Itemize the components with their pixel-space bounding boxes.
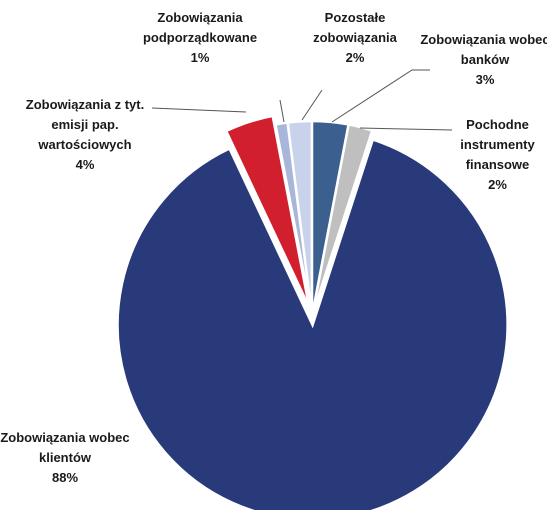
category-name: Pozostałe zobowiązania [313,10,397,45]
leader-line [279,99,285,123]
leader-line [331,69,430,123]
category-name: Zobowiązania podporządkowane [142,10,258,45]
value-label: 4% [75,157,95,172]
value-label: 2% [345,50,365,65]
pie-slice [224,114,311,308]
slice-label: Pochodne instrumenty finansowe 2% [440,115,547,195]
value-label: 88% [51,470,79,485]
pie-slice [310,119,351,317]
category-name: Zobowiązania z tyt. emisji pap. wartości… [25,97,145,152]
value-label: 2% [488,177,507,192]
leader-line [151,107,247,113]
category-name: Pochodne instrumenty finansowe [460,117,535,172]
leader-line [301,89,323,121]
category-name: Zobowiązania wobec klientów [0,430,130,465]
slice-label: Zobowiązania z tyt. emisji pap. wartości… [20,95,150,175]
category-name: Zobowiązania wobec banków [420,32,547,67]
leader-line [359,127,453,131]
value-label: 3% [475,72,495,87]
slice-label: Pozostałe zobowiązania 2% [295,8,415,68]
pie-slice [116,137,509,510]
slice-label: Zobowiązania wobec klientów 88% [0,428,130,488]
value-label: 1% [190,50,210,65]
slice-label: Zobowiązania wobec banków 3% [420,30,547,90]
slice-label: Zobowiązania podporządkowane 1% [130,8,270,68]
